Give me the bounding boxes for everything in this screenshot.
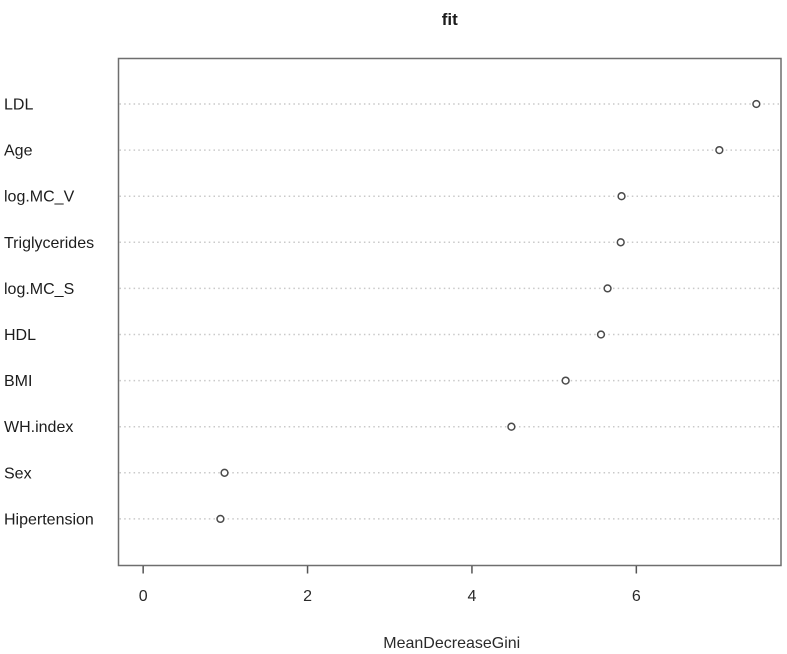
data-point	[216, 514, 225, 524]
category-label: WH.index	[4, 419, 73, 436]
data-point	[596, 330, 606, 339]
data-point	[715, 145, 724, 155]
category-label: log.MC_S	[4, 281, 74, 298]
x-tick-label: 4	[467, 588, 476, 605]
category-label: Age	[4, 143, 33, 160]
data-point	[603, 284, 612, 293]
data-point	[617, 192, 626, 201]
category-label: log.MC_V	[4, 189, 75, 206]
data-point	[220, 468, 229, 477]
data-point	[752, 99, 761, 109]
x-axis-title: MeanDecreaseGini	[383, 635, 520, 652]
category-label: Triglycerides	[4, 235, 94, 252]
x-tick-label: 0	[139, 588, 148, 605]
data-point	[507, 422, 516, 431]
category-label: Hipertension	[4, 511, 94, 528]
chart-title: fit	[442, 10, 458, 29]
category-label: HDL	[4, 327, 36, 344]
category-label: LDL	[4, 97, 33, 114]
x-tick-label: 2	[303, 588, 312, 605]
x-tick-label: 6	[632, 588, 641, 605]
category-label: BMI	[4, 373, 32, 390]
data-point	[561, 376, 570, 385]
category-label: Sex	[4, 465, 32, 482]
plot-border	[117, 57, 782, 567]
data-point	[616, 238, 625, 247]
